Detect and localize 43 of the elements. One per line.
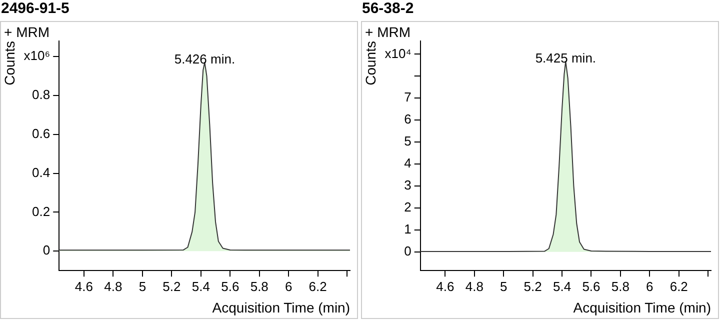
chart-title: 2496-91-5 <box>0 0 70 19</box>
x-tick-label: 5.4 <box>192 278 210 294</box>
x-tick-label: 6.2 <box>670 278 688 294</box>
x-tick-label: 5 <box>138 278 146 294</box>
x-tick-label: 4.8 <box>104 278 122 294</box>
x-tick-label: 5.2 <box>162 278 181 294</box>
x-tick-label: 4.6 <box>436 278 454 294</box>
x-tick-label: 5.2 <box>524 278 542 294</box>
x-tick-label: 4.8 <box>465 278 484 294</box>
y-tick-label: 1 <box>404 222 412 237</box>
chart-subtitle: + MRM <box>365 24 410 40</box>
y-axis-title: Counts <box>362 41 378 86</box>
y-tick-label: 2 <box>404 200 412 215</box>
x-axis-title: Acquisition Time (min) <box>212 299 350 316</box>
chart-subtitle: + MRM <box>4 24 50 40</box>
y-tick-label: 0.4 <box>32 164 50 180</box>
x-tick-label: 4.6 <box>74 278 93 294</box>
y-axis-title: Counts <box>1 41 18 86</box>
y-tick-label: 0 <box>404 244 412 259</box>
x-tick-label: 6 <box>646 278 654 294</box>
y-tick-label: 6 <box>404 112 412 127</box>
y-tick-label: 0.6 <box>32 126 50 141</box>
annotation: 5.425 min. <box>535 50 596 66</box>
y-tick-label: x10⁴ <box>384 46 412 61</box>
y-tick-label: 0.8 <box>32 87 50 102</box>
annotation: 5.426 min. <box>174 51 236 66</box>
y-tick-label: 4 <box>404 156 412 171</box>
x-tick-label: 6 <box>284 278 292 294</box>
y-tick-label: 7 <box>404 90 412 105</box>
y-tick-label: 0.2 <box>32 204 50 219</box>
x-tick-label: 5.8 <box>250 278 268 294</box>
chart-title: 56-38-2 <box>361 0 415 19</box>
x-tick-label: 5.8 <box>611 278 630 294</box>
y-tick-label: 3 <box>404 178 412 193</box>
x-tick-label: 5.6 <box>221 278 240 294</box>
y-tick-label: x10⁶ <box>24 48 50 64</box>
x-tick-label: 5 <box>500 278 508 294</box>
y-tick-label: 5 <box>404 134 412 149</box>
x-tick-label: 6.2 <box>308 278 327 294</box>
x-tick-label: 5.6 <box>582 278 600 294</box>
y-tick-label: 0 <box>42 242 50 258</box>
x-tick-label: 5.4 <box>552 278 572 294</box>
x-axis-title: Acquisition Time (min) <box>573 299 711 316</box>
